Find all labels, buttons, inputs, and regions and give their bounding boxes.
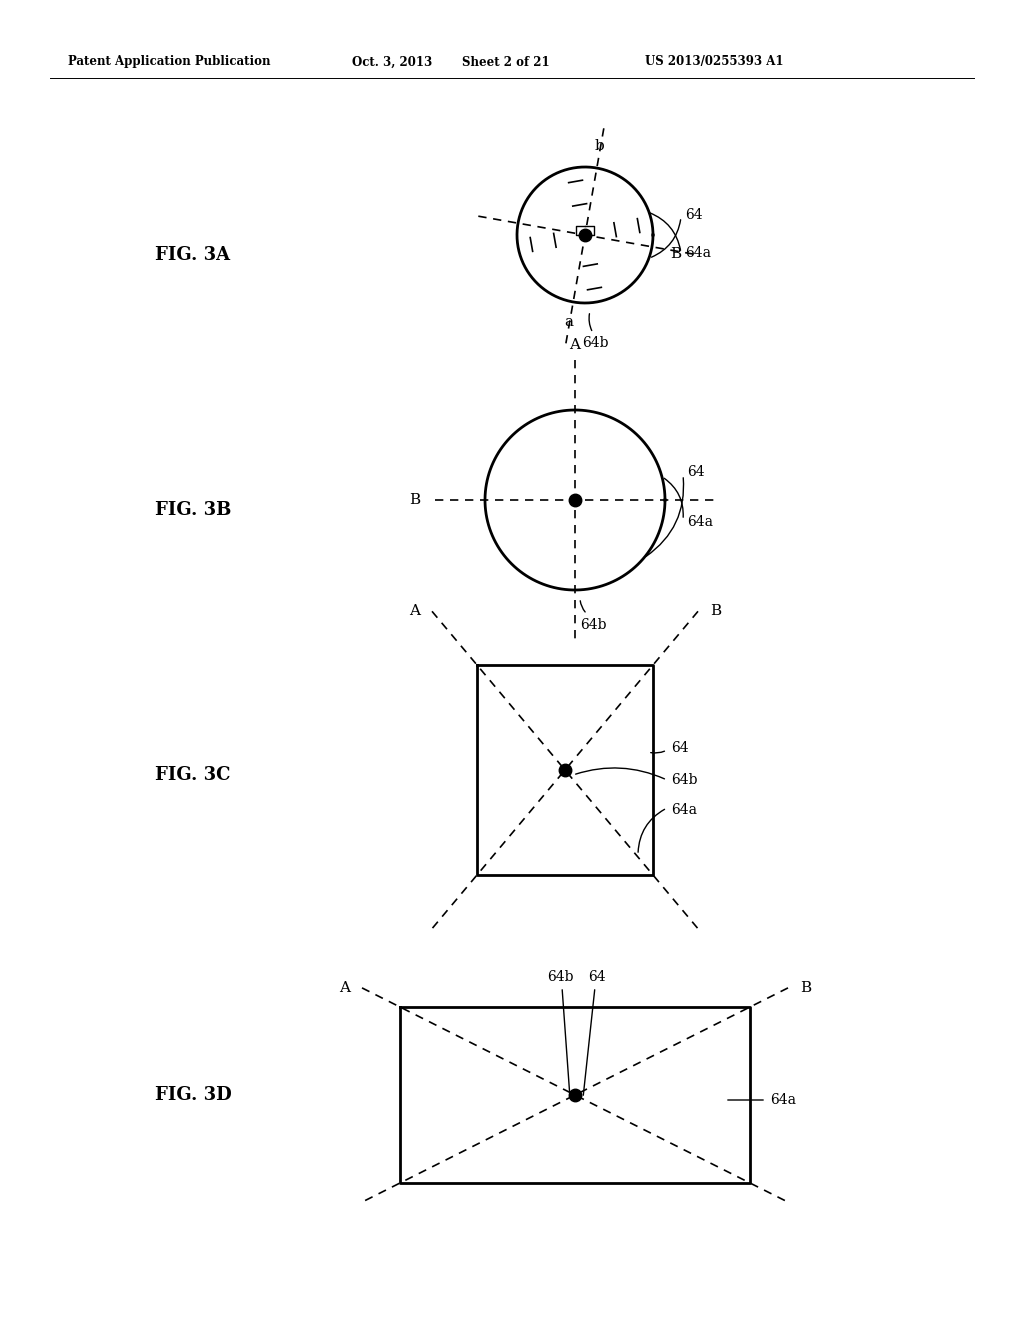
Text: Oct. 3, 2013: Oct. 3, 2013: [352, 55, 432, 69]
Text: 64: 64: [687, 465, 705, 479]
Text: b: b: [594, 139, 604, 153]
Text: FIG. 3A: FIG. 3A: [155, 246, 230, 264]
Text: 64b: 64b: [547, 970, 573, 983]
Text: 64b: 64b: [580, 618, 606, 632]
Text: A: A: [339, 981, 350, 995]
Text: B: B: [710, 605, 721, 618]
Text: 64: 64: [671, 741, 688, 755]
Text: Patent Application Publication: Patent Application Publication: [68, 55, 270, 69]
Text: B: B: [800, 981, 811, 995]
Text: 64b: 64b: [582, 337, 608, 350]
Text: US 2013/0255393 A1: US 2013/0255393 A1: [645, 55, 783, 69]
Text: A: A: [409, 605, 420, 618]
Text: B: B: [670, 247, 681, 261]
Text: B: B: [409, 492, 420, 507]
Text: 64a: 64a: [685, 246, 711, 260]
Text: 64a: 64a: [687, 515, 713, 529]
Text: 64: 64: [588, 970, 606, 983]
Text: 64b: 64b: [671, 774, 697, 787]
Text: 64a: 64a: [671, 803, 697, 817]
Text: FIG. 3B: FIG. 3B: [155, 502, 231, 519]
Text: A: A: [569, 338, 581, 352]
Text: a: a: [564, 315, 573, 329]
Text: FIG. 3D: FIG. 3D: [155, 1086, 231, 1104]
Text: FIG. 3C: FIG. 3C: [155, 766, 230, 784]
Text: Sheet 2 of 21: Sheet 2 of 21: [462, 55, 550, 69]
Text: 64a: 64a: [770, 1093, 796, 1107]
Text: 64: 64: [685, 209, 702, 222]
